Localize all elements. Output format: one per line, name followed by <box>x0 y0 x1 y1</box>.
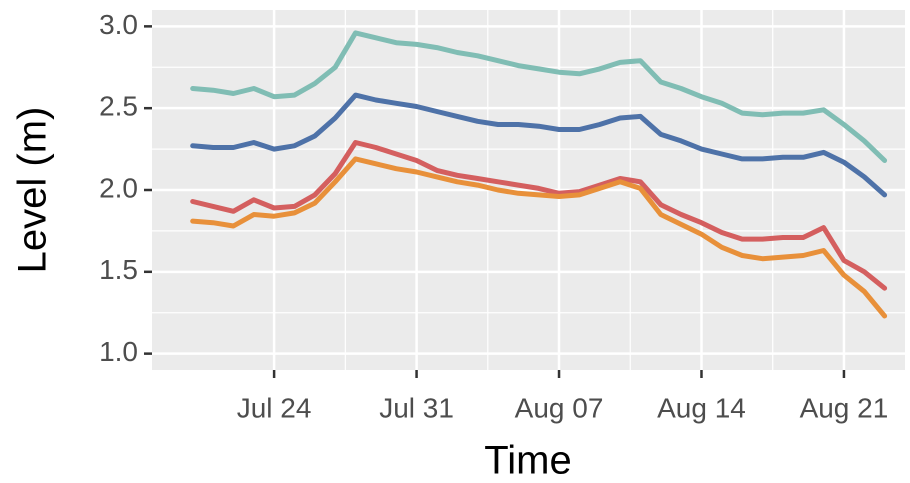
y-tick-label: 1.5 <box>99 254 138 285</box>
series-line <box>190 156 888 319</box>
y-tick-label: 1.0 <box>99 336 138 367</box>
x-tick-label: Aug 14 <box>657 392 746 423</box>
x-tick-label: Jul 31 <box>379 392 454 423</box>
y-tick-label: 3.0 <box>99 9 138 40</box>
x-tick-label: Aug 07 <box>515 392 604 423</box>
y-tick-label: 2.0 <box>99 172 138 203</box>
x-tick-label: Aug 21 <box>800 392 889 423</box>
x-tick-label: Jul 24 <box>237 392 312 423</box>
y-tick-label: 2.5 <box>99 91 138 122</box>
x-axis-title: Time <box>484 439 571 483</box>
series-line <box>190 92 888 198</box>
series-line <box>190 140 888 291</box>
y-axis-title: Level (m) <box>11 107 55 274</box>
series-line <box>190 30 888 163</box>
